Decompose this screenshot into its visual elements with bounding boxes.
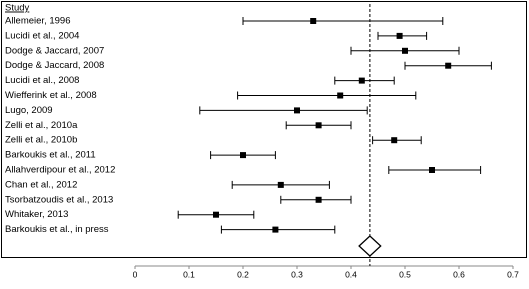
study-label: Allahverdipour et al., 2012 [5, 165, 115, 176]
summary-diamond [358, 235, 382, 257]
study-label: Lugo, 2009 [5, 105, 53, 116]
confidence-interval [237, 91, 417, 100]
point-estimate [294, 107, 300, 114]
point-estimate [337, 92, 344, 99]
study-label: Barkoukis et al., in press [5, 224, 109, 235]
study-label: Dodge & Jaccard, 2007 [5, 45, 104, 56]
point-estimate [358, 77, 365, 84]
study-label: Zelli et al., 2010b [5, 135, 77, 146]
point-estimate [213, 211, 219, 218]
study-label: Allemeier, 1996 [5, 16, 70, 27]
point-estimate [272, 226, 279, 233]
point-estimate [402, 47, 408, 54]
study-label: Barkoukis et al., 2011 [5, 150, 96, 161]
point-estimate [391, 137, 398, 144]
point-estimate [310, 18, 317, 24]
x-tick-label: 0 [133, 269, 138, 279]
confidence-interval [199, 106, 368, 115]
study-label: Chan et al., 2012 [5, 179, 77, 190]
study-label: Wiefferink et al., 2008 [5, 90, 97, 101]
confidence-interval [242, 17, 444, 25]
point-estimate [240, 152, 246, 159]
study-label: Lucidi et al., 2004 [5, 30, 79, 41]
point-estimate [315, 196, 322, 203]
plot-border [1, 1, 527, 258]
x-tick-label: 0.5 [399, 269, 411, 279]
x-tick-label: 0.1 [183, 269, 195, 279]
point-estimate [429, 167, 435, 173]
point-estimate [445, 62, 452, 69]
study-label: Whitaker, 2013 [5, 209, 68, 220]
point-estimate [396, 32, 403, 39]
x-tick-label: 0.3 [291, 269, 303, 279]
study-label: Lucidi et al., 2008 [5, 75, 79, 86]
x-tick-label: 0.2 [237, 269, 249, 279]
x-tick-label: 0.6 [453, 269, 465, 279]
point-estimate [277, 181, 284, 188]
column-header: Study [5, 3, 30, 14]
study-label: Dodge & Jaccard, 2008 [5, 60, 104, 71]
point-estimate [315, 122, 322, 129]
x-tick-label: 0.4 [345, 269, 357, 279]
study-label: Tsorbatzoudis et al., 2013 [5, 194, 113, 205]
x-tick-label: 0.7 [507, 269, 519, 279]
study-label: Zelli et al., 2010a [5, 120, 78, 131]
